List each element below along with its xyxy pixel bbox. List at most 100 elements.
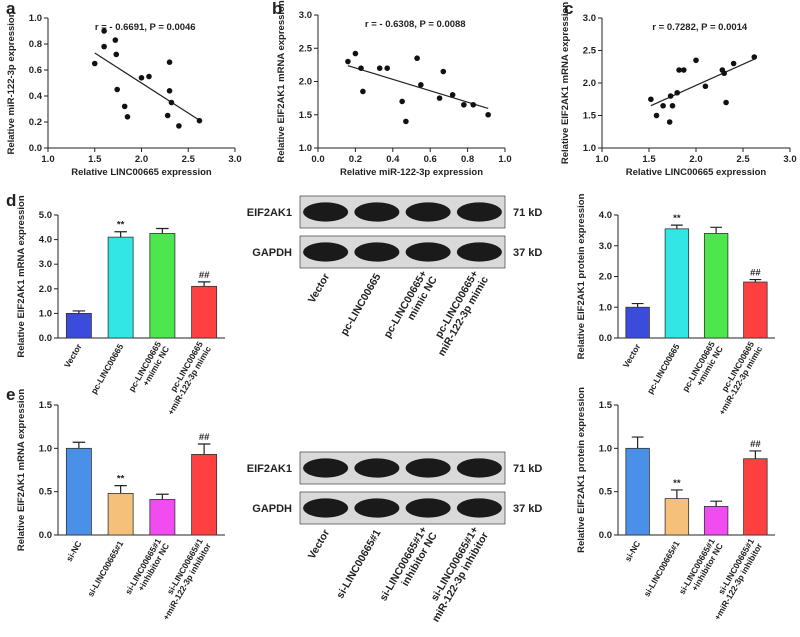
blot-band [303,458,349,478]
error-bar [631,302,644,308]
y-tick-label: 0.5 [39,487,53,498]
significance: ** [117,474,125,485]
x-axis-label: Relative LINC00665 expression [71,167,212,178]
point [666,119,673,125]
blot-band [354,202,400,222]
blot-size-label: 37 kD [513,247,542,259]
blot-lane-label: Vector [306,528,332,562]
point [164,112,171,119]
blot-band [456,202,502,222]
x-tick-label: 2.5 [182,154,196,165]
point [436,95,443,101]
y-tick-label: 2.5 [299,43,313,54]
error-bar [156,227,169,234]
point [376,65,383,71]
y-tick-label: 0.0 [599,333,612,344]
point [485,111,491,118]
y-tick-label: 1.5 [583,111,597,122]
point [166,59,173,65]
y-tick-label: 1.0 [599,302,612,313]
blot-lane-label: pc-LINC00665 [338,271,383,337]
y-tick-label: 2.0 [599,272,612,283]
error-bar [670,489,683,499]
x-tick-label: pc-LINC00665+mimic NC [126,339,171,398]
blot-band [405,498,451,518]
y-tick-label: 3.0 [299,10,312,21]
y-tick-label: 5.0 [39,210,52,221]
bar [743,281,768,339]
point [414,55,420,62]
y-tick-label: 1.5 [299,110,313,121]
point [138,75,145,81]
point [358,65,364,71]
point [674,89,680,96]
trend-line [650,58,755,107]
blot-band [456,498,502,518]
point [676,67,682,73]
point [101,28,107,34]
error-bar [72,310,86,314]
bar [65,447,92,536]
error-bar [197,443,211,455]
x-tick-label: 2.0 [689,154,702,165]
y-tick-label: 3.0 [583,13,596,24]
point [384,65,390,71]
point [113,51,120,58]
blot-band [354,498,400,518]
error-bar [631,436,644,449]
point [669,102,676,109]
x-tick-label: 3.0 [783,154,796,165]
significance: ## [199,432,210,443]
point [360,88,366,95]
y-axis-label: Relative EIF2AK1 mRNA expression [16,195,27,357]
error-bar [156,493,169,500]
y-tick-label: 4.0 [599,210,612,221]
panel-label: b [272,0,282,18]
x-tick-label: Vector [621,341,643,369]
significance: ## [199,270,210,281]
blot-row-label: EIF2AK1 [247,207,292,219]
blot-band [303,202,349,222]
point [345,58,351,65]
point [702,83,709,90]
y-tick-label: 1.0 [39,308,52,319]
point [723,99,729,106]
x-tick-label: 1.5 [88,154,102,165]
bar [703,233,729,339]
y-tick-label: 1.5 [599,400,613,411]
annotation: r = 0.7282, P = 0.0014 [652,22,748,33]
x-tick-label: 1.0 [498,154,511,165]
blot-band [303,498,349,518]
panel-label: a [6,0,16,18]
significance: ## [750,268,761,279]
blot-size-label: 71 kD [513,463,542,475]
bar [107,236,134,339]
y-tick-label: 2.0 [299,77,312,88]
bar [664,228,690,339]
blot-lane-label: Vector [306,272,332,306]
blot-band [303,242,349,262]
point [91,60,98,67]
point [399,98,405,105]
error-bar [749,450,762,459]
bar [743,458,768,536]
y-tick-label: 1.0 [29,13,42,24]
x-tick-label: 1.0 [595,154,608,165]
blot-lane-label: si-LINC00665#1 [334,527,383,600]
point [461,101,467,108]
point [166,88,173,94]
panel-label: d [6,191,16,210]
point [648,96,654,103]
point [101,43,107,50]
x-tick-label: si-LINC00665#1 [85,539,125,599]
x-tick-label: si-NC [623,539,643,563]
bar [625,447,650,536]
point [730,60,737,67]
error-bar [710,500,723,507]
annotation: r = - 0.6691, P = 0.0046 [95,22,196,33]
point [721,70,727,77]
point [667,93,674,99]
error-bar [670,224,683,229]
y-tick-label: 3.0 [599,241,612,252]
annotation: r = - 0.6308, P = 0.0088 [365,19,466,30]
